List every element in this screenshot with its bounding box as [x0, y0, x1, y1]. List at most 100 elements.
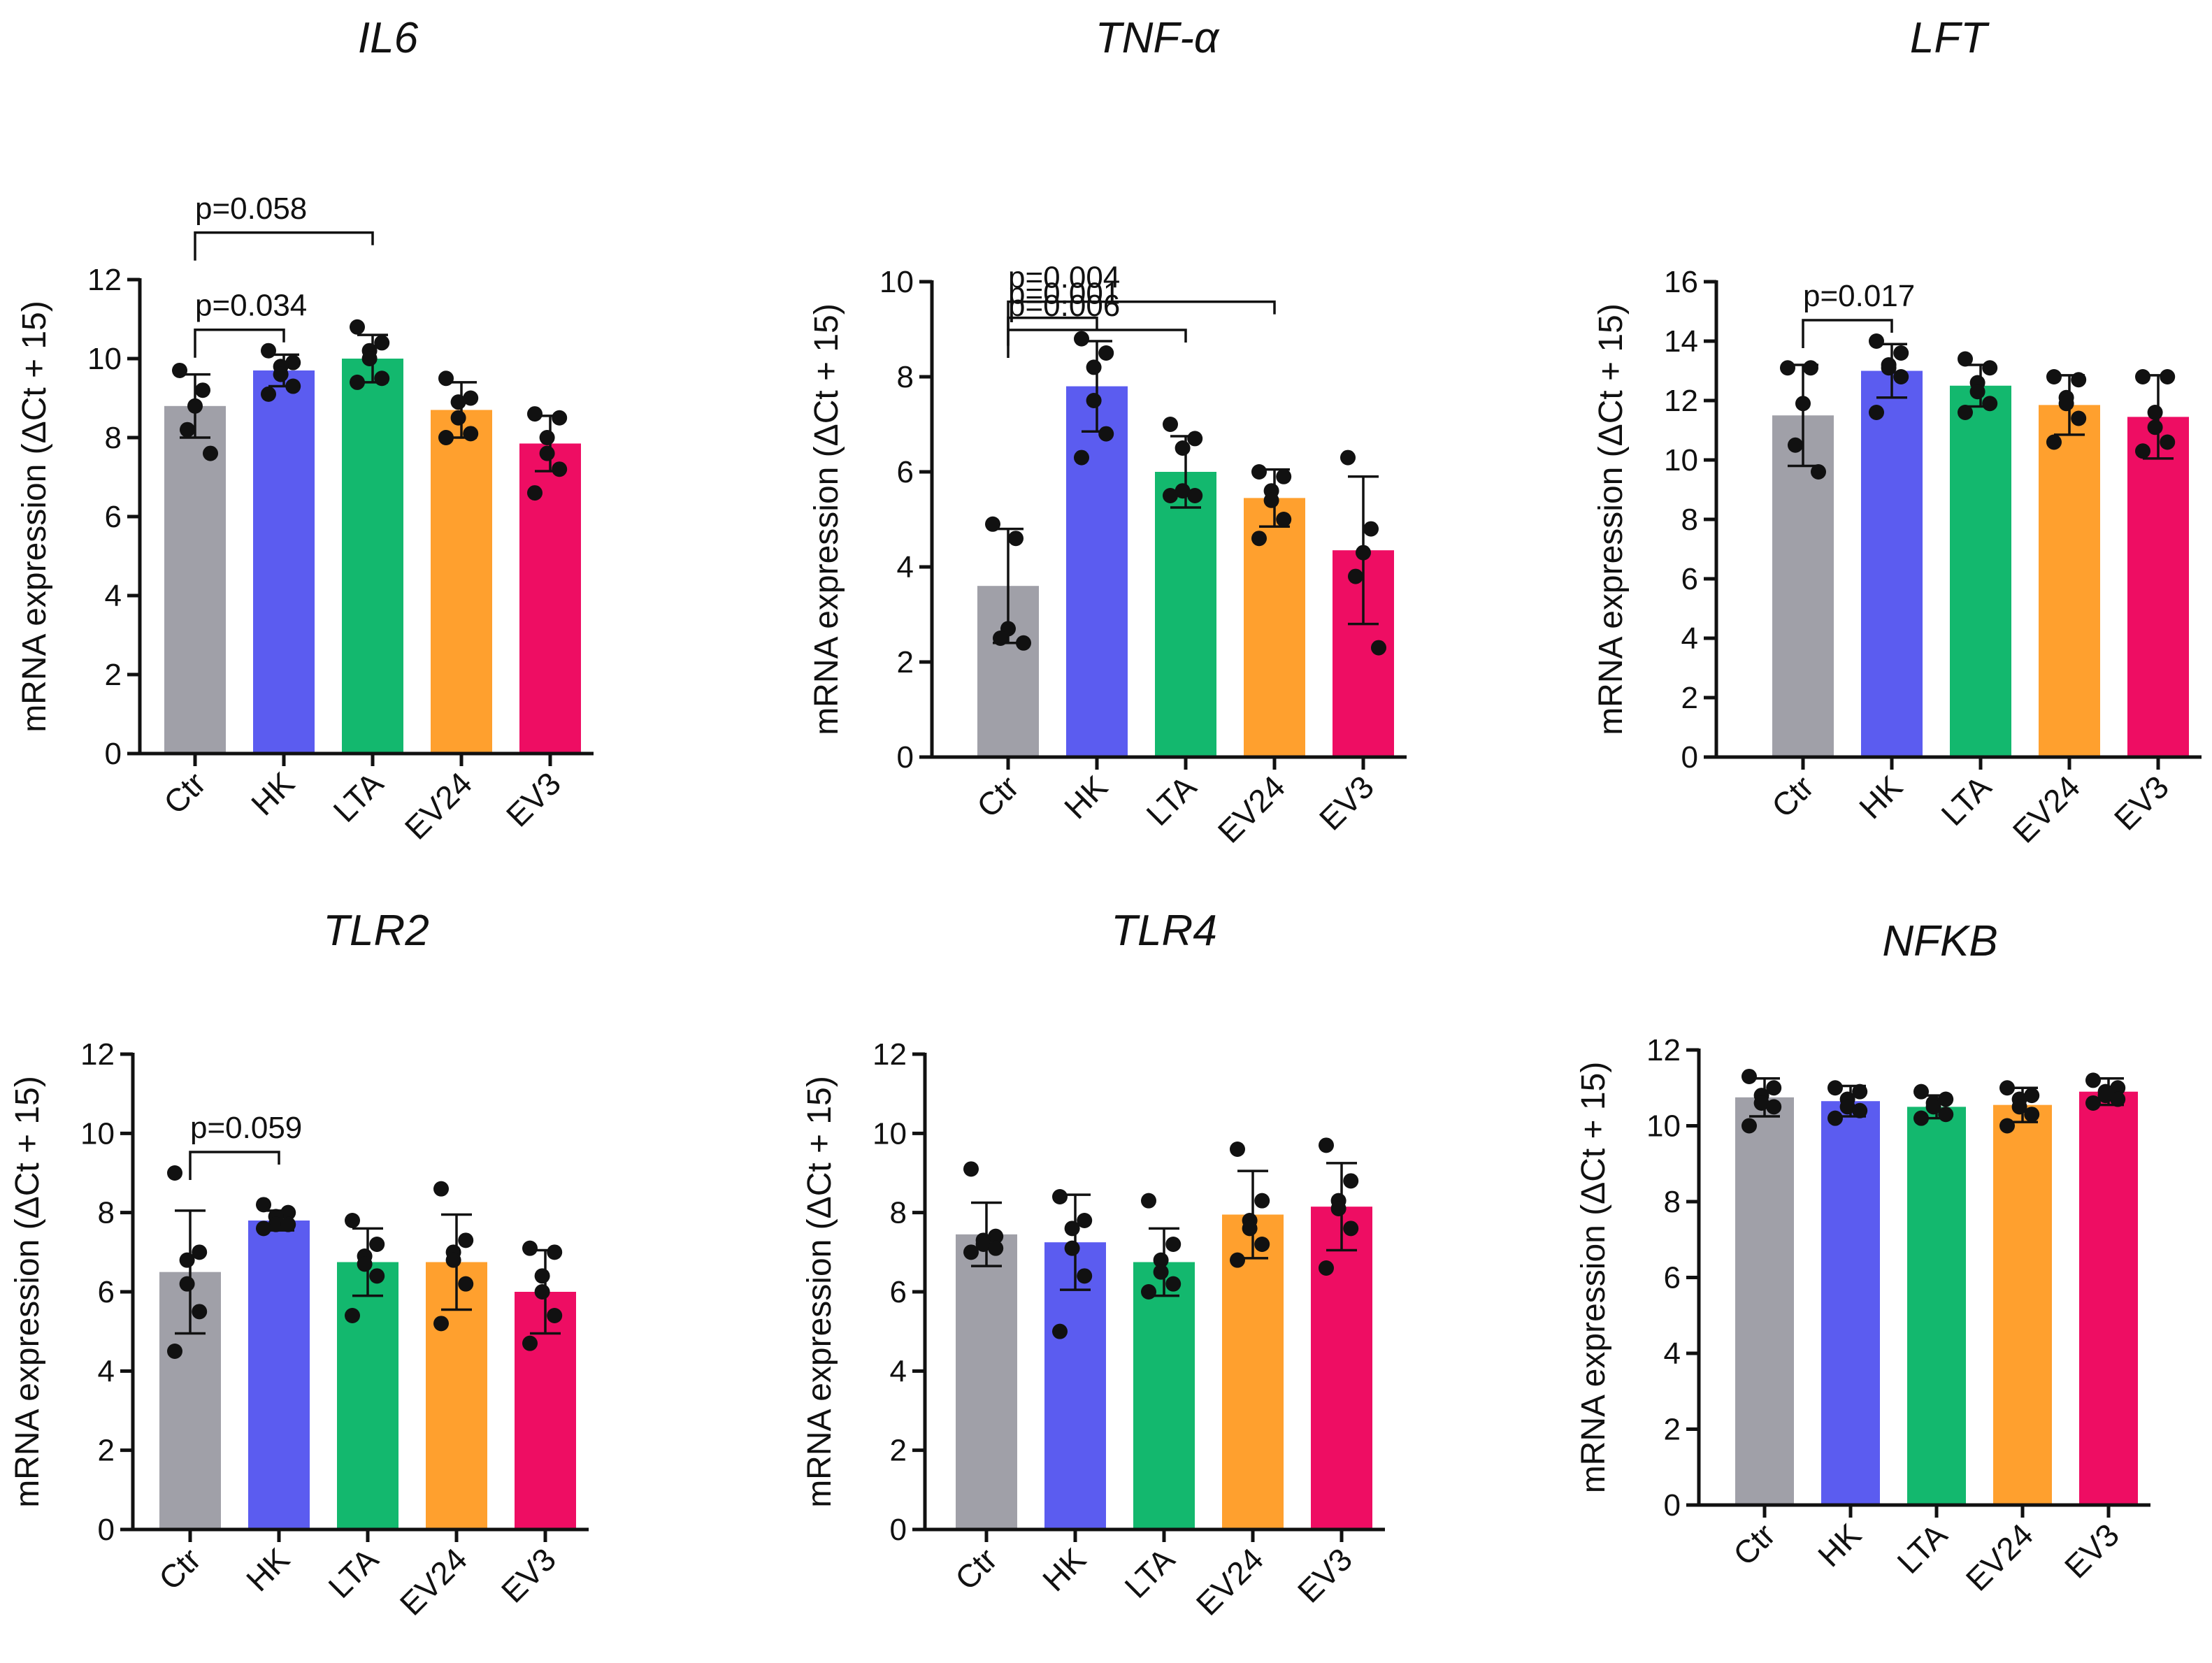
x-tick-label: Ctr — [157, 765, 213, 821]
panel-title: TLR4 — [1111, 907, 1217, 955]
data-point — [280, 1216, 296, 1232]
data-point — [1811, 464, 1826, 480]
data-point — [1852, 1102, 1868, 1118]
y-tick-label: 2 — [890, 1434, 907, 1468]
data-point — [539, 430, 555, 445]
data-point — [963, 1161, 979, 1177]
data-point — [1276, 512, 1292, 527]
data-point — [1187, 488, 1203, 503]
data-point — [988, 1228, 1004, 1244]
data-point — [1254, 1237, 1270, 1252]
data-point — [1371, 640, 1386, 656]
data-point — [1741, 1068, 1757, 1084]
data-point — [285, 378, 301, 394]
y-tick-label: 12 — [1646, 1033, 1681, 1067]
x-tick-label: Ctr — [1765, 768, 1820, 824]
y-tick-label: 2 — [105, 658, 122, 692]
data-point — [463, 390, 479, 406]
data-point — [1086, 359, 1102, 375]
x-tick-label: EV24 — [398, 765, 479, 846]
data-point — [1958, 405, 1973, 420]
data-point — [2110, 1091, 2126, 1107]
data-point — [1343, 1221, 1359, 1237]
data-point — [2046, 434, 2062, 450]
panel-tlr2: TLR2 mRNA expression (ΔCt + 15) 0 2 4 6 8 10 12 C… — [9, 907, 589, 1622]
data-point — [1766, 1099, 1782, 1115]
data-point — [1356, 545, 1371, 561]
data-point — [179, 1252, 195, 1268]
y-axis-label: mRNA expression (ΔCt + 15) — [808, 303, 845, 735]
panel-title: TNF-α — [1096, 14, 1220, 62]
y-tick-label: 12 — [87, 263, 122, 297]
significance-bracket — [189, 1151, 280, 1180]
data-point — [1343, 1173, 1359, 1189]
data-point — [522, 1240, 538, 1256]
y-tick-label: 4 — [1664, 1337, 1681, 1371]
data-point — [203, 445, 218, 461]
x-tick-label: LTA — [326, 765, 390, 829]
data-point — [1319, 1137, 1334, 1153]
y-tick-label: 6 — [105, 500, 122, 534]
data-point — [1827, 1110, 1843, 1126]
data-point — [1064, 1240, 1080, 1256]
y-axis-label: mRNA expression (ΔCt + 15) — [1575, 1062, 1612, 1494]
data-point — [357, 1256, 373, 1272]
data-point — [450, 410, 466, 426]
data-point — [1913, 1084, 1929, 1100]
y-tick-label: 0 — [890, 1513, 907, 1547]
data-point — [1165, 1237, 1182, 1252]
significance-bracket — [194, 328, 285, 358]
data-point — [192, 1244, 208, 1260]
data-point — [261, 386, 276, 402]
data-point — [280, 1204, 296, 1221]
x-tick-label: LTA — [1934, 768, 1998, 833]
data-point — [1869, 405, 1884, 420]
data-point — [1893, 345, 1909, 361]
bar — [1133, 1262, 1195, 1529]
y-tick-label: 8 — [897, 360, 914, 394]
x-tick-label: EV3 — [1291, 1541, 1359, 1609]
data-point — [268, 1216, 284, 1232]
bar — [1907, 1107, 1966, 1505]
y-tick-label: 4 — [890, 1354, 907, 1388]
data-point — [1163, 417, 1178, 432]
data-point — [1999, 1080, 2015, 1096]
bar — [2079, 1091, 2138, 1505]
data-point — [1175, 440, 1191, 456]
x-tick-label: EV24 — [1189, 1541, 1270, 1622]
x-tick-label: EV3 — [1312, 768, 1381, 837]
data-point — [438, 370, 454, 387]
y-tick-label: 8 — [1681, 503, 1698, 537]
data-point — [1363, 521, 1379, 537]
data-point — [1064, 1221, 1080, 1237]
data-point — [261, 343, 276, 359]
data-point — [1788, 437, 1803, 453]
bar — [1861, 370, 1923, 757]
y-tick-label: 0 — [98, 1513, 115, 1547]
panel-tlr4: TLR4 mRNA expression (ΔCt + 15) 0 2 4 6 8 10 12 C… — [801, 907, 1385, 1622]
data-point — [1881, 360, 1897, 376]
data-point — [1827, 1080, 1843, 1096]
data-point — [433, 1181, 449, 1197]
data-point — [1276, 468, 1292, 484]
x-tick-label: HK — [1035, 1541, 1093, 1598]
y-tick-label: 0 — [897, 740, 914, 775]
significance-bracket — [1007, 300, 1276, 330]
data-point — [534, 1268, 550, 1284]
data-point — [1330, 1201, 1346, 1216]
data-point — [1153, 1252, 1169, 1268]
data-point — [374, 335, 390, 351]
data-point — [1242, 1221, 1258, 1237]
x-tick-label: HK — [1852, 768, 1909, 826]
data-point — [1869, 333, 1884, 349]
p-value-label: p=0.058 — [195, 192, 307, 226]
bar — [1222, 1214, 1284, 1529]
panel-title: NFKB — [1882, 917, 1997, 965]
data-point — [1741, 1118, 1757, 1134]
data-point — [369, 1237, 385, 1252]
x-tick-label: HK — [1057, 768, 1114, 826]
data-point — [1187, 431, 1203, 447]
data-point — [1098, 426, 1114, 442]
x-tick-label: HK — [244, 765, 301, 822]
bar — [248, 1221, 310, 1529]
